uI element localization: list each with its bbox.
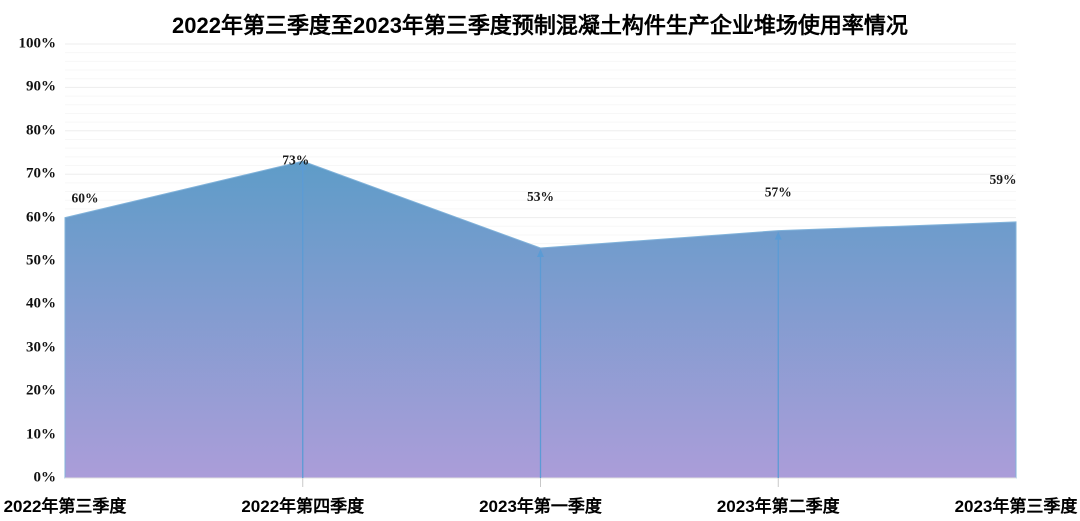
drop-line-arrowhead-icon — [299, 162, 307, 171]
data-label: 60% — [72, 191, 99, 206]
drop-line-arrowhead-icon — [537, 248, 544, 257]
y-tick-label: 40% — [26, 295, 56, 312]
x-tick-label: 2023年第三季度 — [954, 497, 1078, 516]
x-tick-label: 2023年第二季度 — [716, 497, 840, 516]
plot-area: 60% 73% 53% 57% 59% — [64, 43, 1017, 487]
y-tick-label: 90% — [26, 78, 56, 95]
x-tick-label: 2023年第一季度 — [479, 497, 602, 516]
data-label: 73% — [282, 152, 309, 167]
y-tick-label: 0% — [33, 469, 57, 486]
x-tick-label: 2022年第四季度 — [241, 497, 365, 516]
data-label: 53% — [527, 189, 554, 204]
chart-title: 2022年第三季度至2023年第三季度预制混凝土构件生产企业堆场使用率情况 — [172, 13, 908, 38]
y-tick-label: 30% — [26, 339, 56, 356]
drop-line-arrowhead-icon — [774, 231, 782, 240]
data-label: 59% — [990, 172, 1017, 187]
y-tick-label: 70% — [26, 165, 56, 182]
y-tick-label: 100% — [18, 35, 57, 52]
data-label: 57% — [765, 185, 792, 200]
y-tick-label: 60% — [26, 209, 56, 226]
x-tick-label: 2022年第三季度 — [3, 497, 127, 516]
y-tick-label: 20% — [26, 382, 56, 399]
y-tick-label: 10% — [26, 426, 56, 443]
y-tick-label: 50% — [26, 252, 56, 269]
y-tick-label: 80% — [26, 122, 56, 139]
